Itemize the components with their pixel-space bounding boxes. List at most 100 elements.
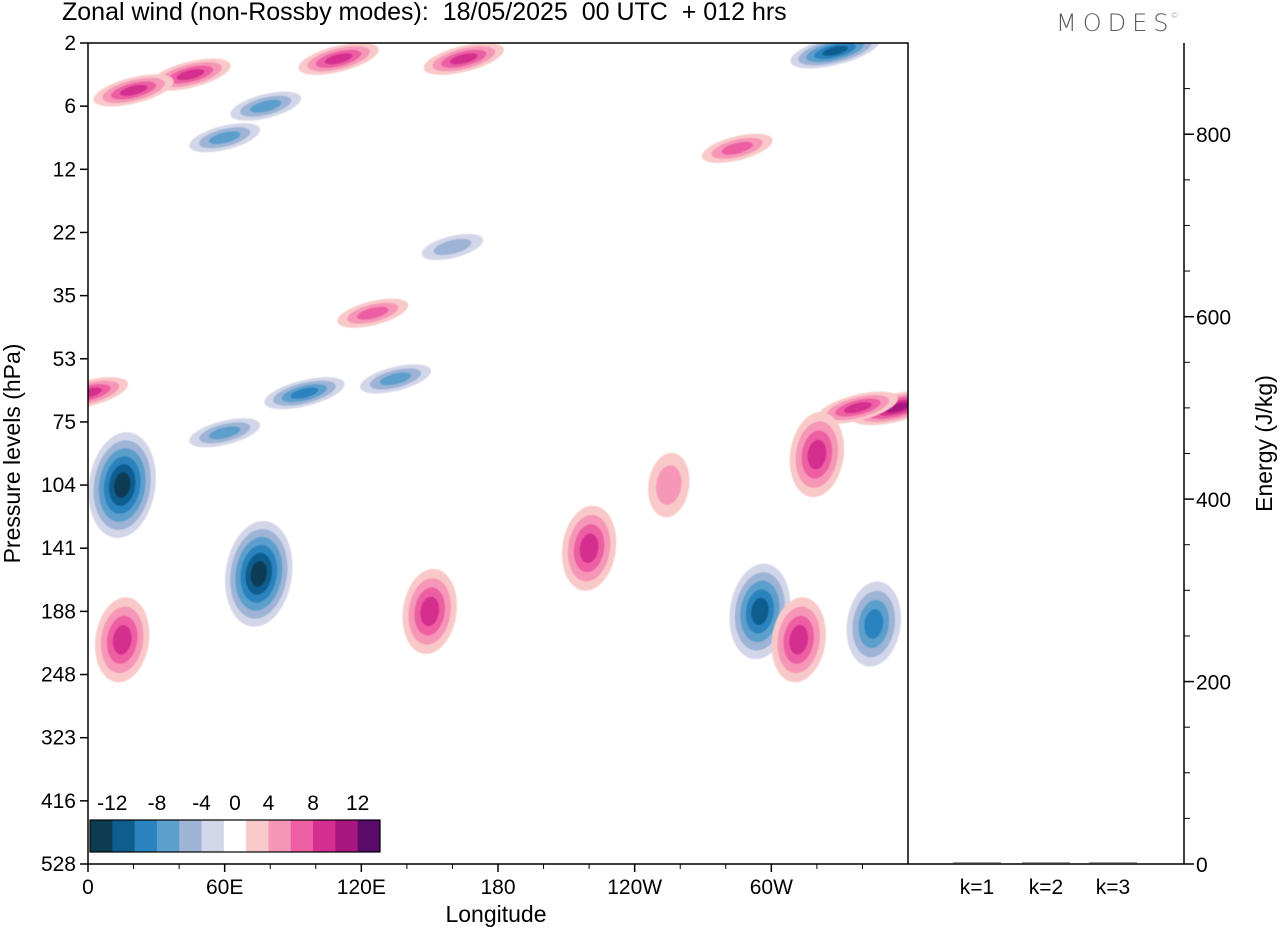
contour-band <box>290 387 319 399</box>
x-tick-label: 60E <box>206 876 243 899</box>
x-tick-label: 120W <box>607 876 662 899</box>
y-tick-label: 104 <box>41 474 76 497</box>
energy-tick-label: 0 <box>1196 854 1208 877</box>
y-tick-label: 22 <box>53 221 76 244</box>
wind-feature <box>93 74 174 107</box>
colorbar-frame <box>89 819 381 853</box>
x-tick-label: 180 <box>480 876 515 899</box>
wind-feature <box>701 133 773 163</box>
contour-band <box>843 402 872 414</box>
colorbar-swatch <box>246 820 269 852</box>
colorbar-label: -4 <box>192 792 211 815</box>
contour-band <box>208 131 241 145</box>
y-tick-label: 188 <box>41 600 76 623</box>
wind-feature <box>360 364 431 394</box>
contour-band <box>789 624 809 655</box>
contour-band <box>433 238 472 256</box>
contour-band <box>721 141 753 155</box>
contour-band <box>449 53 478 65</box>
colorbar: -12 -8 -4 0 4 8 12 <box>89 792 381 853</box>
contour-band <box>114 472 131 498</box>
colorbar-swatch <box>335 820 359 852</box>
x-tick-label: 0 <box>82 876 94 899</box>
wind-feature <box>225 520 293 627</box>
colorbar-swatch <box>313 820 336 852</box>
y-axis-title: Pressure levels (hPa) <box>0 344 25 564</box>
contour-band <box>356 306 389 320</box>
contour-band <box>112 624 132 655</box>
colorbar-swatch <box>112 820 136 852</box>
wind-feature <box>790 43 880 69</box>
y-tick-label: 12 <box>53 158 76 181</box>
energy-axis-title: Energy (J/kg) <box>1251 375 1277 512</box>
energy-panel: 0 200 400 600 800 Energy (J/kg) k=1 k=2 k=3 <box>908 43 1277 899</box>
wind-feature <box>88 432 156 538</box>
contour-band <box>822 45 848 56</box>
energy-tick-label: 200 <box>1196 672 1231 695</box>
contour-band <box>420 596 440 627</box>
contour-band <box>379 372 412 386</box>
wind-feature <box>771 597 826 683</box>
wind-field <box>88 43 908 864</box>
y-tick-label: 35 <box>53 285 76 308</box>
wind-feature <box>189 123 261 153</box>
colorbar-label: 8 <box>307 792 319 815</box>
modes-logo: MODES© <box>1056 9 1182 37</box>
wind-feature <box>264 377 345 410</box>
energy-tick-label: 600 <box>1196 307 1231 330</box>
wind-feature <box>851 390 908 426</box>
wind-feature <box>561 505 617 591</box>
energy-bar <box>953 862 1001 864</box>
y-tick-label: 416 <box>41 790 76 813</box>
colorbar-swatch <box>290 820 314 852</box>
y-tick-label: 323 <box>41 727 76 750</box>
y-tick-label: 248 <box>41 664 76 687</box>
wind-feature <box>298 43 379 75</box>
contour-band <box>751 597 769 626</box>
colorbar-swatch <box>179 820 202 852</box>
colorbar-label: -12 <box>97 792 127 815</box>
contour-band <box>119 84 148 96</box>
axes: 2 6 12 22 35 53 75 104 141 188 248 323 416 528 Pressur… <box>0 32 909 927</box>
wind-feature <box>88 377 129 410</box>
contour-band <box>324 53 353 65</box>
wind-feature <box>189 418 261 448</box>
colorbar-label: 0 <box>229 792 241 815</box>
plot-background <box>88 43 908 864</box>
energy-category-label: k=2 <box>1029 876 1063 899</box>
x-tick-label: 60W <box>750 876 793 899</box>
contour-band <box>249 99 282 113</box>
x-axis-title: Longitude <box>445 901 546 927</box>
wind-feature <box>423 43 504 75</box>
y-tick-label: 75 <box>53 411 76 434</box>
colorbar-swatch <box>223 820 247 852</box>
colorbar-swatch <box>90 820 113 852</box>
brand-mark: © <box>1170 11 1179 20</box>
y-tick-label: 141 <box>41 537 76 560</box>
contour-band <box>807 439 827 470</box>
colorbar-swatch <box>134 820 158 852</box>
y-tick-label: 2 <box>64 32 76 55</box>
wind-feature <box>789 412 845 498</box>
contour-band <box>176 69 205 81</box>
contour-band <box>88 387 102 399</box>
wind-feature <box>421 233 484 261</box>
contour-band <box>656 465 682 505</box>
energy-bar <box>1022 862 1070 864</box>
contour-band <box>883 402 908 413</box>
energy-category-label: k=3 <box>1096 876 1130 899</box>
y-tick-label: 528 <box>41 853 76 876</box>
y-tick-label: 53 <box>53 348 76 371</box>
colorbar-label: 12 <box>346 792 369 815</box>
x-tick-label: 120E <box>337 876 386 899</box>
colorbar-label: 4 <box>263 792 275 815</box>
energy-category-label: k=1 <box>960 876 994 899</box>
wind-feature <box>95 597 150 683</box>
energy-bar <box>1089 862 1137 864</box>
energy-tick-label: 800 <box>1196 124 1231 147</box>
brand-text: MODES <box>1056 9 1175 37</box>
contour-band <box>250 560 267 587</box>
wind-feature <box>402 568 457 654</box>
contour-band <box>579 533 599 564</box>
wind-feature <box>337 298 409 328</box>
